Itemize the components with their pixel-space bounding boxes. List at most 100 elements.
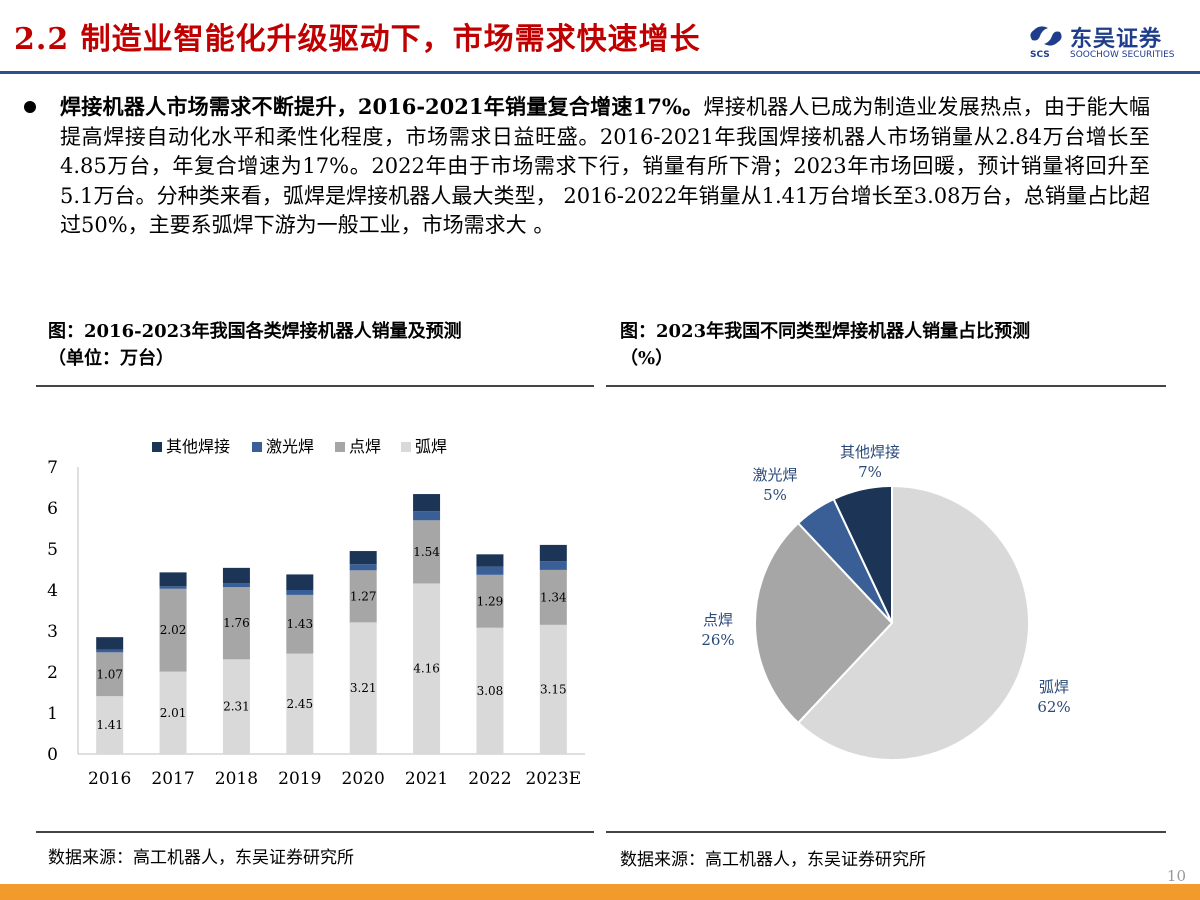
left-figure-bottom-rule — [36, 831, 594, 833]
bar-data-label: 1.27 — [350, 589, 377, 603]
bar-chart-svg: 0 1 2 3 4 5 6 7 1.41 1.07 2016 2.01 2.02 2017 2.31 1.76… — [47, 437, 585, 789]
x-tick-label: 2018 — [215, 769, 258, 789]
page-title: 2.2 制造业智能化升级驱动下，市场需求快速增长 — [14, 22, 701, 57]
pie-slice-percent: 62% — [1037, 698, 1070, 716]
bar-segment — [349, 564, 377, 571]
bar-data-label: 1.29 — [477, 594, 504, 608]
logo-english-name: SOOCHOW SECURITIES — [1070, 50, 1175, 60]
pie-chart-svg: 弧焊 62% 点焊 26% 激光焊 5% 其他焊接 7% — [701, 443, 1071, 761]
pie-slice-name: 点焊 — [703, 611, 733, 629]
pie-slice-name: 弧焊 — [1039, 678, 1069, 696]
bar-segment — [159, 671, 187, 754]
pie-slice-name: 其他焊接 — [840, 443, 900, 461]
left-figure-title: 图：2016-2023年我国各类焊接机器人销量及预测 （单位：万台） — [48, 318, 462, 372]
bar-segment — [476, 554, 504, 567]
page-number: 10 — [1166, 867, 1186, 885]
summary-paragraph: 焊接机器人市场需求不断提升，2016-2021年销量复合增速17%。焊接机器人已… — [60, 92, 1150, 241]
bar-segment — [96, 637, 124, 650]
bar-data-label: 3.08 — [477, 684, 504, 698]
bar-segment — [159, 586, 187, 589]
y-tick-label: 3 — [47, 622, 58, 642]
x-tick-label: 2020 — [342, 769, 385, 789]
x-tick-label: 2019 — [278, 769, 321, 789]
pie-slice — [832, 484, 893, 624]
bar-segment — [539, 624, 567, 754]
logo-mark-icon — [1030, 26, 1062, 46]
x-tick-label: 2022 — [468, 769, 511, 789]
pie-slice-percent: 5% — [763, 486, 787, 504]
bar-segment — [222, 587, 250, 660]
x-tick-label: 2017 — [151, 769, 194, 789]
left-figure-top-rule — [36, 385, 594, 387]
company-logo: 东吴证券 SCS SOOCHOW SECURITIES — [1030, 24, 1190, 64]
bar-segment — [222, 567, 250, 584]
bar-segment — [159, 572, 187, 587]
pie-slice-name: 激光焊 — [752, 466, 797, 484]
bar-data-label: 1.07 — [96, 667, 123, 681]
bar-segment — [96, 696, 124, 754]
bar-data-label: 1.76 — [223, 616, 250, 630]
bar-segment — [413, 511, 441, 521]
bar-data-label: 3.21 — [350, 681, 377, 695]
bar-segment — [222, 659, 250, 754]
bar-data-label: 1.41 — [96, 718, 123, 732]
y-tick-label: 1 — [47, 704, 58, 724]
pie-slice-percent: 7% — [858, 463, 882, 481]
legend-label: 弧焊 — [415, 437, 447, 456]
right-figure-title-line1: 图：2023年我国不同类型焊接机器人销量占比预测 — [620, 321, 1031, 342]
bar-data-label: 2.02 — [160, 623, 187, 637]
bar-data-label: 2.31 — [223, 700, 250, 714]
legend-label: 激光焊 — [266, 437, 314, 456]
bar-segment — [539, 544, 567, 562]
y-tick-label: 4 — [47, 581, 58, 601]
y-tick-label: 5 — [47, 540, 58, 560]
left-figure-source: 数据来源：高工机器人，东吴证券研究所 — [48, 848, 354, 868]
bar-segment — [476, 627, 504, 754]
bar-segment — [286, 574, 314, 590]
bar-segment — [539, 561, 567, 570]
bar-data-label: 1.43 — [286, 617, 313, 631]
right-figure-title: 图：2023年我国不同类型焊接机器人销量占比预测 （%） — [620, 318, 1030, 372]
bar-segment — [413, 494, 441, 512]
right-figure-top-rule — [606, 385, 1166, 387]
bullet-dot — [24, 101, 36, 113]
legend-swatch — [252, 442, 262, 452]
bar-segment — [286, 653, 314, 754]
bar-segment — [539, 569, 567, 625]
bar-segment — [476, 566, 504, 575]
bar-data-label: 1.34 — [540, 590, 567, 604]
pie-chart: 弧焊 62% 点焊 26% 激光焊 5% 其他焊接 7% — [600, 425, 1170, 805]
bar-data-label: 4.16 — [413, 662, 440, 676]
legend-swatch — [401, 442, 411, 452]
bar-data-label: 2.01 — [160, 706, 187, 720]
paragraph-lead: 焊接机器人市场需求不断提升，2016-2021年销量复合增速17%。 — [60, 94, 704, 119]
y-tick-label: 2 — [47, 663, 58, 683]
bar-segment — [476, 574, 504, 628]
y-tick-label: 6 — [47, 499, 58, 519]
footer-bar — [0, 884, 1200, 900]
left-figure-title-line1: 图：2016-2023年我国各类焊接机器人销量及预测 — [48, 321, 462, 342]
legend-label: 其他焊接 — [166, 437, 230, 456]
legend-swatch — [152, 442, 162, 452]
bar-segment — [413, 583, 441, 754]
bar-segment — [96, 649, 124, 653]
bar-segment — [222, 583, 250, 588]
bar-segment — [96, 652, 124, 697]
x-tick-label: 2023E — [525, 769, 581, 789]
bar-segment — [349, 551, 377, 565]
x-tick-label: 2021 — [405, 769, 448, 789]
y-tick-label: 7 — [47, 458, 58, 478]
bar-segment — [286, 590, 314, 595]
pie-slice-percent: 26% — [701, 631, 734, 649]
pie-slice — [754, 521, 894, 725]
logo-abbrev: SCS — [1030, 50, 1050, 60]
pie-slice — [796, 484, 1030, 761]
bar-segment — [413, 520, 441, 584]
y-tick-label: 0 — [47, 745, 58, 765]
right-figure-title-line2: （%） — [620, 348, 674, 369]
bar-data-label: 1.54 — [413, 545, 440, 559]
bar-segment — [286, 594, 314, 654]
legend-label: 点焊 — [349, 437, 381, 456]
bar-segment — [349, 570, 377, 623]
bar-data-label: 2.45 — [286, 697, 313, 711]
